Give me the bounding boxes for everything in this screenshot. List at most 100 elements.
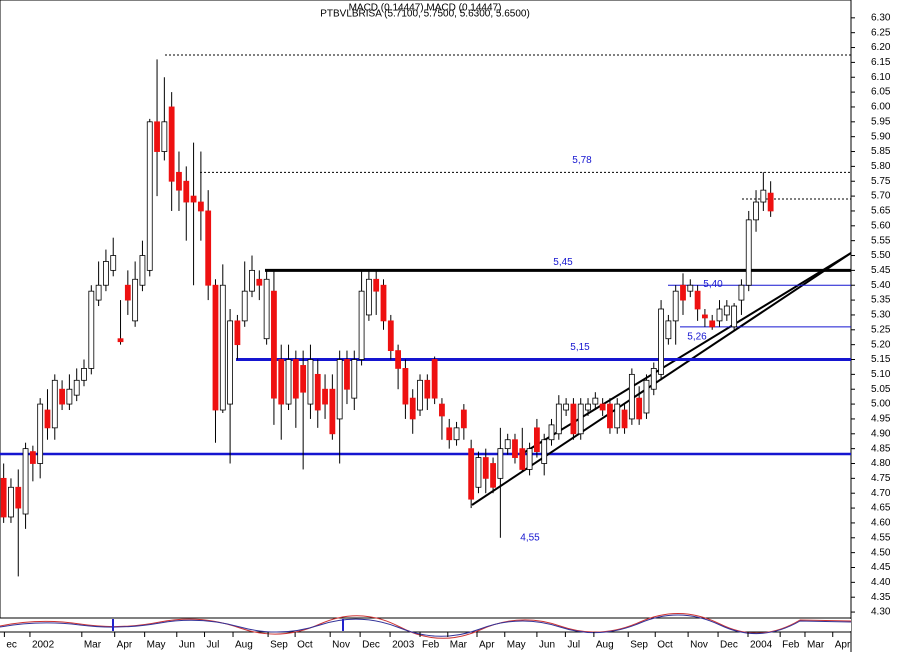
candle-body	[344, 359, 350, 390]
candle-body	[278, 359, 285, 405]
x-tick-label: Jul	[567, 640, 580, 651]
candle-body	[512, 439, 518, 458]
candle-body	[628, 373, 635, 420]
annotation: 5,40	[703, 279, 723, 290]
y-tick-label: 4.35	[871, 592, 891, 603]
candle-body	[329, 388, 336, 435]
y-tick-label: 5.45	[871, 265, 891, 276]
x-tick-label: Mar	[84, 640, 102, 651]
candle-body	[322, 388, 328, 405]
candle-body	[636, 397, 643, 420]
y-tick-label: 4.55	[871, 532, 891, 543]
chart-title: PTBVLBRISA (5.7100, 5.7500, 5.6300, 5.65…	[320, 9, 530, 20]
annotation: 4,55	[520, 532, 540, 543]
candle-body	[533, 427, 540, 453]
y-tick-label: 6.25	[871, 27, 891, 38]
candle-body	[709, 320, 716, 328]
candle-body	[249, 269, 255, 292]
candle-body	[95, 284, 102, 301]
x-tick-label: Nov	[332, 640, 350, 651]
x-tick-label: Jul	[207, 640, 220, 651]
candle-body	[672, 290, 679, 322]
candle-body	[263, 278, 270, 340]
candle-body	[417, 379, 423, 411]
candle-body	[44, 409, 51, 429]
candle-body	[592, 397, 599, 405]
candle-body	[351, 359, 358, 399]
candle-body	[0, 477, 7, 518]
candle-body	[380, 284, 387, 322]
candle-body	[563, 403, 570, 411]
x-tick-label: Sep	[630, 640, 648, 651]
annotation: 5,78	[572, 155, 592, 166]
macd-panel	[0, 619, 851, 631]
candle-body	[475, 457, 482, 488]
candle-body	[190, 195, 197, 203]
candle-body	[753, 201, 759, 221]
candle-body	[694, 290, 701, 310]
candle-body	[621, 409, 628, 429]
x-tick-label: Dec	[362, 640, 380, 651]
candle-body	[146, 121, 153, 271]
y-tick-label: 5.30	[871, 310, 891, 321]
candle-body	[8, 486, 14, 518]
candle-body	[570, 403, 577, 435]
candle-body	[439, 403, 445, 417]
candle-body	[504, 439, 511, 450]
candle-body	[154, 121, 160, 152]
y-tick-label: 6.05	[871, 87, 891, 98]
candle-body	[424, 379, 431, 399]
candle-body	[124, 284, 131, 301]
candle-body	[643, 379, 650, 414]
y-tick-label: 6.30	[871, 12, 891, 23]
plot-area	[0, 0, 852, 619]
candle-body	[307, 359, 314, 405]
y-tick-label: 5.50	[871, 250, 891, 261]
y-tick-label: 5.60	[871, 220, 891, 231]
x-tick-label: 2002	[32, 640, 55, 651]
x-tick-label: Apr	[117, 640, 133, 651]
candle-body	[66, 388, 73, 405]
x-tick-label: Jun	[539, 640, 555, 651]
candle-body	[585, 403, 591, 411]
candle-body	[723, 305, 730, 316]
candle-body	[453, 427, 460, 441]
candle-body	[358, 290, 365, 360]
x-tick-label: 2004	[750, 640, 773, 651]
y-tick-label: 5.70	[871, 191, 891, 202]
y-tick-label: 5.40	[871, 280, 891, 291]
y-tick-label: 5.75	[871, 176, 891, 187]
y-tick-label: 4.65	[871, 503, 891, 514]
y-tick-label: 4.80	[871, 458, 891, 469]
candle-body	[702, 314, 708, 319]
candle-body	[738, 284, 745, 301]
y-tick-label: 5.85	[871, 146, 891, 157]
candle-body	[387, 320, 394, 351]
candle-body	[373, 278, 380, 292]
candle-body	[161, 121, 168, 152]
x-tick-label: Oct	[297, 640, 313, 651]
candle-body	[526, 448, 533, 470]
x-tick-label: Feb	[422, 640, 440, 651]
y-tick-label: 5.65	[871, 206, 891, 217]
candle-body	[37, 403, 44, 464]
candle-body	[212, 284, 219, 411]
annotation: 5,45	[553, 257, 573, 268]
y-tick-label: 5.35	[871, 295, 891, 306]
candle-body	[760, 189, 767, 203]
y-tick-label: 5.20	[871, 339, 891, 350]
candle-body	[468, 448, 475, 500]
candle-body	[256, 278, 263, 286]
x-tick-label: Aug	[596, 640, 614, 651]
candle-body	[29, 451, 36, 464]
candle-body	[658, 308, 664, 375]
x-tick-label: Oct	[657, 640, 673, 651]
y-tick-label: 4.70	[871, 488, 891, 499]
candle-body	[680, 284, 686, 301]
y-tick-label: 4.60	[871, 518, 891, 529]
candle-body	[15, 486, 22, 509]
candle-body	[460, 409, 467, 429]
y-tick-label: 5.90	[871, 131, 891, 142]
x-tick-label: Nov	[690, 640, 708, 651]
